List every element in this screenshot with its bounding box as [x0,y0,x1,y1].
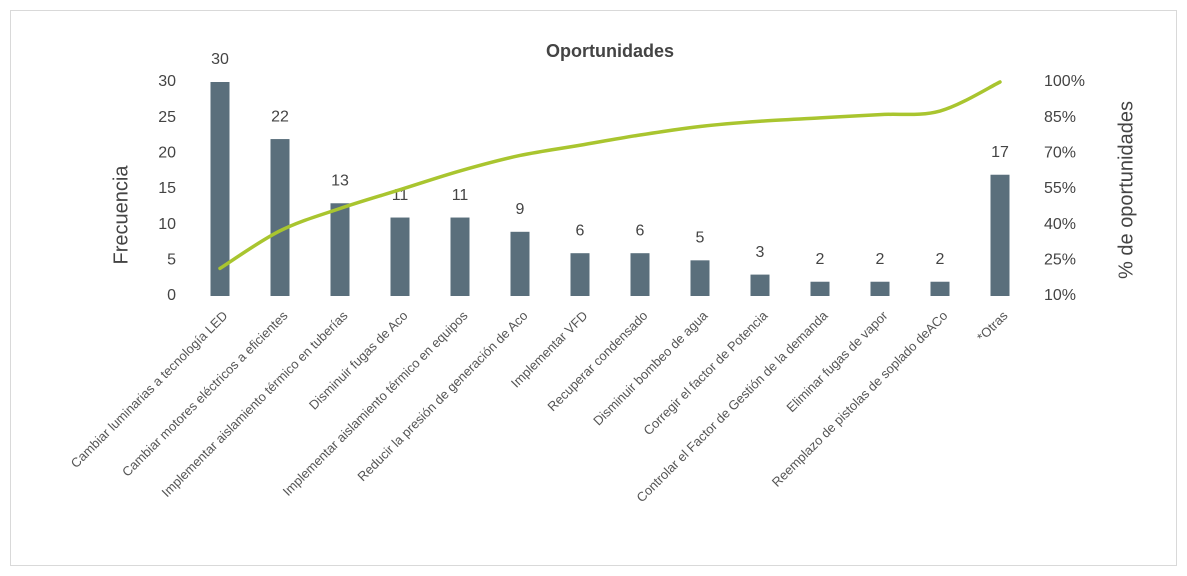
y-tick-label: 25 [158,109,176,126]
data-label: 9 [516,201,525,218]
y2-tick-label: 10% [1044,287,1076,304]
bar [690,260,710,296]
bar [870,281,890,296]
bar [930,281,950,296]
bar [390,217,410,296]
y2-tick-label: 25% [1044,252,1076,269]
data-label: 2 [816,251,825,268]
bar [270,139,290,296]
bar [990,174,1010,296]
bar [210,82,230,296]
chart-border [10,10,1177,566]
data-label: 2 [876,251,885,268]
data-label: 6 [636,222,645,239]
data-label: 17 [991,144,1009,161]
data-label: 2 [936,251,945,268]
bar [810,281,830,296]
y-tick-label: 0 [167,287,176,304]
bar [630,253,650,296]
y2-tick-label: 40% [1044,216,1076,233]
y-tick-label: 20 [158,145,176,162]
y2-tick-label: 55% [1044,180,1076,197]
data-label: 6 [576,222,585,239]
bar [330,203,350,296]
data-label: 13 [331,172,349,189]
bar [510,231,530,296]
y2-tick-label: 85% [1044,109,1076,126]
bar [450,217,470,296]
y-tick-label: 15 [158,180,176,197]
y2-tick-label: 70% [1044,145,1076,162]
data-label: 11 [452,187,469,204]
data-label: 3 [756,244,765,261]
data-label: 5 [696,230,705,247]
y2-tick-label: 100% [1044,73,1085,90]
cumulative-line [218,80,1002,271]
data-label: 30 [211,51,229,68]
chart-title: Oportunidades [546,41,674,61]
bar [750,274,770,296]
data-label: 22 [271,108,289,125]
y-tick-label: 5 [167,252,176,269]
y2-axis-title: % de oportunidades [1115,101,1137,279]
bar [570,253,590,296]
y-tick-label: 30 [158,73,176,90]
y-axis-title: Frecuencia [110,165,132,265]
y-tick-label: 10 [158,216,176,233]
